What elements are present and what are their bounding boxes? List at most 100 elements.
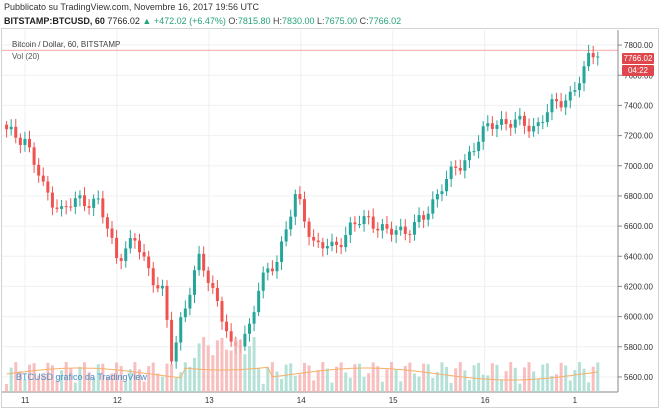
- x-tick-label: 15: [389, 396, 398, 405]
- candle-body: [197, 253, 201, 271]
- candle-body: [206, 270, 210, 283]
- x-tick-label: 12: [113, 396, 122, 405]
- volume-bar: [192, 357, 196, 392]
- volume-bar: [188, 366, 192, 392]
- candle-body: [147, 256, 151, 269]
- volume-bar: [206, 345, 210, 392]
- volume-ma-line: [6, 366, 598, 381]
- volume-bar: [545, 363, 549, 392]
- volume-bar: [128, 369, 132, 392]
- y-tick-label: 7200.00: [624, 132, 653, 141]
- y-tick-label: 7400.00: [624, 101, 653, 110]
- volume-bar: [110, 373, 114, 392]
- candle-body: [202, 253, 206, 271]
- volume-bar: [55, 380, 59, 392]
- candle-body: [412, 222, 416, 235]
- volume-bar: [417, 376, 421, 392]
- candle-body: [261, 272, 265, 291]
- candle-body: [307, 221, 311, 237]
- candle-body: [573, 90, 577, 92]
- volume-bar: [234, 338, 238, 392]
- candle-body: [357, 224, 361, 226]
- candle-body: [179, 317, 183, 343]
- high-value: 7830.00: [281, 16, 315, 26]
- candle-body: [399, 226, 403, 231]
- volume-bar: [9, 367, 13, 392]
- volume-bar: [298, 374, 302, 392]
- volume-bar: [440, 362, 444, 392]
- candle-body: [101, 198, 105, 218]
- volume-bar: [509, 362, 513, 392]
- candle-body: [78, 195, 82, 199]
- candle-body: [591, 52, 595, 58]
- volume-bar: [202, 337, 206, 392]
- volume-bar: [312, 380, 316, 392]
- candle-body: [435, 194, 439, 200]
- candle-body: [156, 285, 160, 289]
- volume-bar: [5, 384, 9, 392]
- candle-body: [64, 206, 68, 208]
- volume-bar: [229, 350, 233, 392]
- volume-bar: [555, 374, 559, 392]
- volume-bar: [587, 382, 591, 392]
- volume-bar: [257, 367, 261, 392]
- volume-bar: [92, 377, 96, 392]
- volume-bar: [137, 369, 141, 392]
- candle-body: [211, 282, 215, 288]
- volume-bar: [174, 377, 178, 392]
- x-tick-label: 13: [205, 396, 214, 405]
- volume-bar: [101, 363, 105, 392]
- volume-bar: [330, 382, 334, 392]
- volume-bar: [165, 363, 169, 392]
- candle-body: [362, 216, 366, 225]
- candle-body: [37, 164, 41, 176]
- volume-bar: [463, 370, 467, 392]
- volume-bar: [119, 366, 123, 392]
- candle-body: [316, 240, 320, 243]
- volume-bar: [124, 381, 128, 392]
- candle-body: [550, 99, 554, 113]
- candle-body: [137, 240, 141, 253]
- candle-body: [486, 123, 490, 127]
- volume-bar: [32, 363, 36, 392]
- volume-legend: Vol (20): [12, 52, 40, 61]
- volume-bar: [46, 362, 50, 392]
- candle-body: [522, 115, 526, 126]
- volume-bar: [422, 363, 426, 392]
- volume-bar: [348, 377, 352, 392]
- candle-body: [41, 175, 45, 182]
- volume-bar: [115, 362, 119, 392]
- volume-bar: [211, 355, 215, 392]
- y-tick-label: 5600.00: [624, 373, 653, 382]
- volume-bar: [376, 366, 380, 392]
- watermark: BTCUSD grafico da TradingView: [16, 372, 147, 382]
- y-tick-label: 6200.00: [624, 282, 653, 291]
- volume-bar: [37, 375, 41, 392]
- candle-body: [151, 268, 155, 286]
- volume-bar: [147, 366, 151, 392]
- open-label: O:: [228, 16, 238, 26]
- volume-bar: [105, 376, 109, 392]
- y-tick-label: 7000.00: [624, 162, 653, 171]
- candle-body: [225, 321, 229, 332]
- volume-bar: [220, 337, 224, 392]
- candle-body: [280, 241, 284, 263]
- candle-body: [55, 207, 59, 209]
- ohlc-header: BITSTAMP:BTCUSD, 60 7766.02 ▲ +472.02 (+…: [4, 16, 401, 26]
- x-tick-label: 1: [573, 396, 578, 405]
- candle-body: [403, 226, 407, 234]
- volume-bar: [156, 373, 160, 392]
- volume-bar: [160, 376, 164, 392]
- volume-bar: [353, 364, 357, 392]
- volume-bar: [78, 366, 82, 392]
- candle-body: [431, 199, 435, 214]
- candle-body: [394, 230, 398, 235]
- symbol-label[interactable]: BITSTAMP:BTCUSD, 60: [4, 16, 105, 26]
- volume-bar: [385, 369, 389, 392]
- volume-bar: [83, 362, 87, 392]
- candle-body: [472, 151, 476, 153]
- candle-body: [192, 270, 196, 295]
- volume-bar: [477, 362, 481, 392]
- volume-bar: [454, 368, 458, 392]
